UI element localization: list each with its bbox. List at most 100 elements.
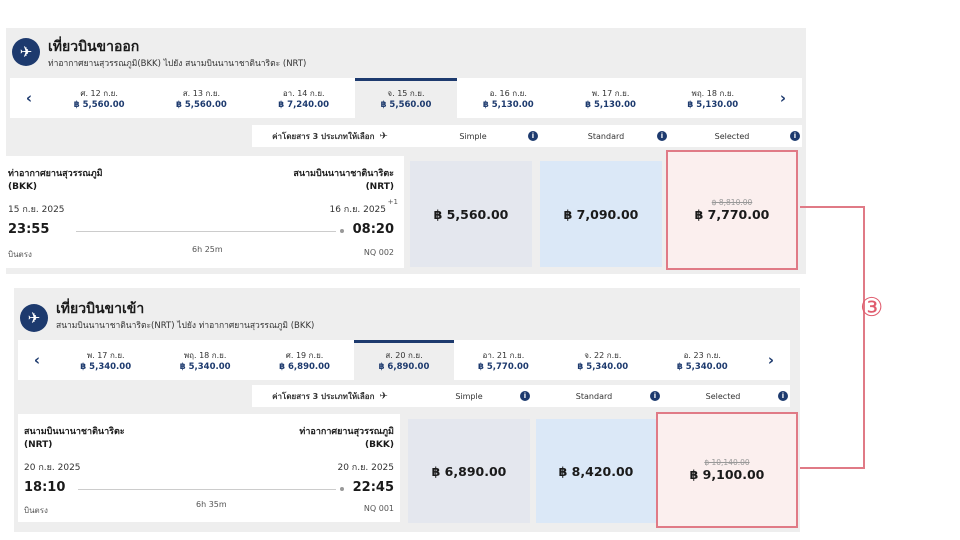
fare-type-selected: Selected xyxy=(664,385,782,407)
date-tab[interactable]: อา. 21 ก.ย. ฿ 5,770.00 xyxy=(454,340,553,380)
outbound-panel: ✈ เที่ยวบินขาออก ท่าอากาศยานสุวรรณภูมิ(B… xyxy=(6,28,806,274)
duration: 6h 25m xyxy=(192,245,223,254)
info-glyph: i xyxy=(531,132,535,140)
info-glyph: i xyxy=(781,392,785,400)
outbound-date-bar: ‹ ศ. 12 ก.ย. ฿ 5,560.00 ส. 13 ก.ย. ฿ 5,560… xyxy=(10,78,802,118)
flight-line-dot xyxy=(340,229,344,233)
date-tab[interactable]: พฤ. 18 ก.ย. ฿ 5,340.00 xyxy=(155,340,254,380)
date-price: ฿ 5,560.00 xyxy=(380,100,432,110)
connector-line-bottom xyxy=(800,467,865,469)
date-tab[interactable]: พ. 17 ก.ย. ฿ 5,340.00 xyxy=(56,340,155,380)
selected-fare-option[interactable]: ฿ 8,810.00 ฿ 7,770.00 xyxy=(666,150,798,270)
date-label: ศ. 19 ก.ย. xyxy=(285,351,324,360)
fare-type-standard: Standard xyxy=(542,125,670,147)
date-price: ฿ 5,130.00 xyxy=(482,100,534,110)
date-tab[interactable]: ส. 13 ก.ย. ฿ 5,560.00 xyxy=(150,78,252,118)
date-tab[interactable]: อ. 23 ก.ย. ฿ 5,340.00 xyxy=(653,340,752,380)
prev-dates-button[interactable]: ‹ xyxy=(10,78,48,118)
simple-fare-option[interactable]: ฿ 6,890.00 xyxy=(408,419,530,523)
info-icon[interactable]: i xyxy=(650,391,660,401)
inbound-panel: ✈ เที่ยวบินขาเข้า สนามบินนานาชาตินาริตะ(… xyxy=(14,288,800,532)
date-tab-selected[interactable]: ส. 20 ก.ย. ฿ 6,890.00 xyxy=(354,340,454,380)
fare-type-label: Selected xyxy=(705,391,741,401)
date-label: อา. 14 ก.ย. xyxy=(282,89,325,98)
info-icon[interactable]: i xyxy=(657,131,667,141)
flight-number: NQ 001 xyxy=(363,504,394,513)
fare-price: ฿ 7,770.00 xyxy=(694,207,770,222)
fare-price: ฿ 7,090.00 xyxy=(563,206,639,222)
info-icon[interactable]: i xyxy=(520,391,530,401)
dest-code: (NRT) xyxy=(365,182,394,192)
date-price: ฿ 7,240.00 xyxy=(278,100,330,110)
info-icon[interactable]: i xyxy=(778,391,788,401)
arrive-time: 22:45 xyxy=(352,480,394,495)
info-icon[interactable]: i xyxy=(528,131,538,141)
next-dates-button[interactable]: › xyxy=(752,340,790,380)
fare-price: ฿ 5,560.00 xyxy=(433,206,509,222)
original-price: ฿ 10,140.00 xyxy=(704,458,750,467)
date-tab[interactable]: พฤ. 18 ก.ย. ฿ 5,130.00 xyxy=(662,78,764,118)
date-price: ฿ 5,340.00 xyxy=(577,362,629,372)
origin-name: ท่าอากาศยานสุวรรณภูมิ xyxy=(8,169,103,179)
date-tab[interactable]: อา. 14 ก.ย. ฿ 7,240.00 xyxy=(253,78,355,118)
arrive-time: 08:20 xyxy=(352,222,394,237)
date-label: ศ. 12 ก.ย. xyxy=(80,89,118,98)
plane-icon: ✈ xyxy=(379,390,388,402)
flight-type: บินตรง xyxy=(24,506,48,515)
connector-line-vertical xyxy=(863,206,865,468)
date-label: อ. 23 ก.ย. xyxy=(683,351,721,360)
depart-time: 23:55 xyxy=(8,222,50,237)
next-dates-button[interactable]: › xyxy=(764,78,802,118)
duration: 6h 35m xyxy=(196,500,227,509)
prev-dates-button[interactable]: ‹ xyxy=(18,340,56,380)
fare-type-simple: Simple xyxy=(408,385,530,407)
date-price: ฿ 5,770.00 xyxy=(477,362,529,372)
fare-header-label-cell: ค่าโดยสาร 3 ประเภทให้เลือก ✈ xyxy=(252,125,408,147)
chevron-right-icon: › xyxy=(767,351,775,369)
date-tab[interactable]: พ. 17 ก.ย. ฿ 5,130.00 xyxy=(559,78,661,118)
date-price: ฿ 6,890.00 xyxy=(378,362,430,372)
date-tab[interactable]: ศ. 19 ก.ย. ฿ 6,890.00 xyxy=(255,340,354,380)
fare-price: ฿ 9,100.00 xyxy=(689,467,765,482)
info-icon[interactable]: i xyxy=(790,131,800,141)
outbound-title: เที่ยวบินขาออก xyxy=(48,39,140,55)
fare-type-selected: Selected xyxy=(672,125,792,147)
connector-line-top xyxy=(800,206,864,208)
date-price: ฿ 6,890.00 xyxy=(279,362,330,372)
date-label: ส. 13 ก.ย. xyxy=(182,89,221,98)
fare-type-label: Simple xyxy=(455,391,483,401)
simple-fare-option[interactable]: ฿ 5,560.00 xyxy=(410,161,532,267)
inbound-title: เที่ยวบินขาเข้า xyxy=(56,301,145,317)
info-glyph: i xyxy=(660,132,664,140)
fare-price: ฿ 8,420.00 xyxy=(558,463,634,479)
fare-type-standard: Standard xyxy=(534,385,654,407)
date-label: พฤ. 18 ก.ย. xyxy=(183,351,227,360)
date-tab[interactable]: อ. 16 ก.ย. ฿ 5,130.00 xyxy=(457,78,559,118)
fare-type-label: Simple xyxy=(459,131,487,141)
standard-fare-option[interactable]: ฿ 7,090.00 xyxy=(540,161,662,267)
date-price: ฿ 5,130.00 xyxy=(687,100,739,110)
origin-code: (NRT) xyxy=(24,440,53,450)
plane-arrival-icon: ✈ xyxy=(20,304,48,332)
selected-fare-option[interactable]: ฿ 10,140.00 ฿ 9,100.00 xyxy=(656,412,798,528)
date-tab-selected[interactable]: จ. 15 ก.ย. ฿ 5,560.00 xyxy=(354,78,458,118)
date-label: อ. 16 ก.ย. xyxy=(489,89,527,98)
date-price: ฿ 5,340.00 xyxy=(676,362,728,372)
plane-glyph: ✈ xyxy=(27,309,41,327)
chevron-right-icon: › xyxy=(779,89,787,107)
chevron-left-icon: ‹ xyxy=(25,89,33,107)
inbound-flight-details: สนามบินนานาชาตินาริตะ (NRT) ท่าอากาศยานส… xyxy=(18,414,400,522)
inbound-route: สนามบินนานาชาตินาริตะ(NRT) ไปยัง ท่าอากา… xyxy=(56,321,315,331)
date-label: จ. 22 ก.ย. xyxy=(584,351,622,360)
outbound-flight-details: ท่าอากาศยานสุวรรณภูมิ (BKK) สนามบินนานาช… xyxy=(6,156,404,268)
outbound-fare-header: ค่าโดยสาร 3 ประเภทให้เลือก ✈ Simple i St… xyxy=(252,125,802,147)
fare-header-label-cell: ค่าโดยสาร 3 ประเภทให้เลือก ✈ xyxy=(252,385,408,407)
origin-name: สนามบินนานาชาตินาริตะ xyxy=(24,427,125,437)
arrive-date: 16 ก.ย. 2025 xyxy=(329,205,386,215)
date-tab[interactable]: ศ. 12 ก.ย. ฿ 5,560.00 xyxy=(48,78,150,118)
standard-fare-option[interactable]: ฿ 8,420.00 xyxy=(536,419,656,523)
date-tab[interactable]: จ. 22 ก.ย. ฿ 5,340.00 xyxy=(553,340,652,380)
date-label: จ. 15 ก.ย. xyxy=(387,89,425,98)
date-price: ฿ 5,560.00 xyxy=(176,100,227,110)
date-price: ฿ 5,130.00 xyxy=(585,100,636,110)
